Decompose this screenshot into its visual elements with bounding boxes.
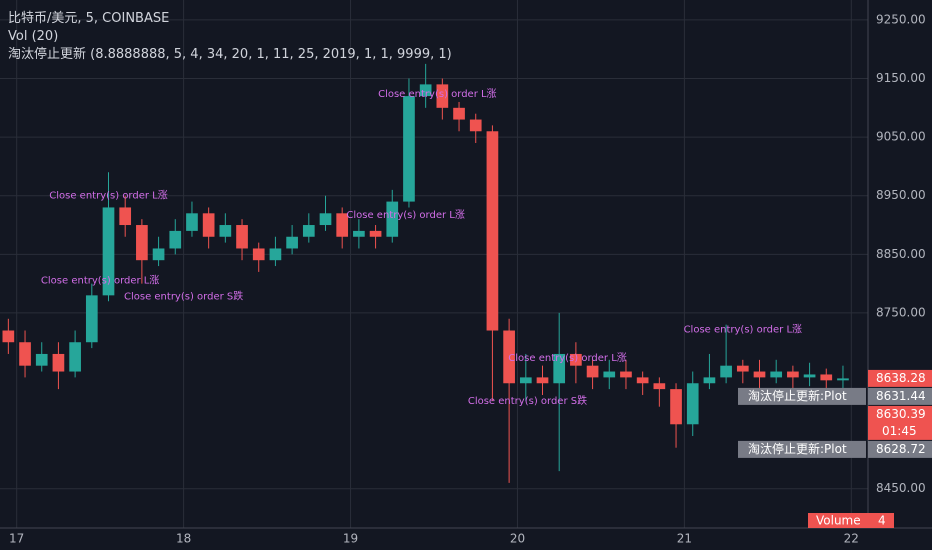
candle-body: [803, 374, 816, 378]
candle-body: [686, 383, 699, 425]
candle-body: [35, 353, 48, 366]
price-tag-label: 8628.72: [876, 442, 926, 456]
candle-body: [636, 377, 649, 384]
y-tick-label: 8950.00: [876, 188, 926, 202]
annotation: Close entry(s) order S跌: [124, 290, 243, 303]
candle-body: [703, 377, 716, 384]
candle-body: [202, 213, 215, 237]
x-tick-label: 19: [343, 532, 358, 546]
y-tick-label: 9150.00: [876, 71, 926, 85]
candle-body: [2, 330, 15, 343]
candle-body: [753, 371, 766, 378]
candle-body: [586, 365, 599, 378]
candle-body: [620, 371, 632, 378]
price-tag: [868, 369, 932, 387]
annotation: Close entry(s) order L涨: [684, 323, 802, 335]
candle-body: [186, 213, 198, 231]
candle-body: [252, 248, 265, 261]
candles: [2, 63, 849, 483]
candle-body: [52, 353, 65, 372]
candle-body: [419, 84, 432, 97]
x-tick-label: 21: [677, 532, 692, 546]
candle-body: [486, 131, 499, 331]
candle-body: [319, 213, 332, 226]
candle-body: [169, 230, 182, 249]
candle-body: [503, 330, 515, 384]
plot-name: 淘汰停止更新:Plot: [748, 441, 847, 456]
y-tick-label: 8850.00: [876, 247, 926, 261]
annotation: Close entry(s) order L涨: [508, 352, 626, 364]
chart-title: 比特币/美元, 5, COINBASE: [8, 11, 169, 26]
volume-tag: [808, 513, 894, 528]
candle-body: [603, 371, 616, 378]
price-tags: 8638.28 8631.44 淘汰停止更新:Plot 8630.39 01:45 862…: [738, 369, 932, 528]
plot-name-box: [738, 440, 866, 458]
candle-body: [102, 207, 115, 296]
candle-body: [152, 248, 165, 261]
annotations: Close entry(s) order L涨 Close entry(s) or…: [41, 88, 802, 407]
candle-body: [236, 225, 248, 249]
plot-name: 淘汰停止更新:Plot: [748, 388, 847, 403]
candle-body: [536, 377, 549, 384]
price-tag: [868, 440, 932, 458]
candle-body: [69, 342, 81, 372]
price-tag: [868, 405, 932, 440]
candle-body: [787, 371, 799, 378]
candle-body: [670, 389, 682, 425]
candle-body: [302, 225, 315, 237]
y-tick-label: 9050.00: [876, 130, 926, 144]
candle-body: [736, 365, 749, 372]
candle-body: [353, 230, 365, 237]
price-tag-label: 8638.28: [876, 371, 926, 385]
indicator-legend: Vol (20): [8, 29, 58, 44]
annotation: Close entry(s) order L涨: [378, 88, 496, 100]
candle-body: [369, 230, 382, 237]
candle-body: [269, 248, 282, 261]
candle-body: [820, 374, 833, 381]
candle-body: [720, 365, 732, 378]
candle-body: [436, 84, 449, 108]
volume-value: 4: [878, 514, 886, 528]
candle-body: [469, 119, 482, 132]
x-tick-label: 17: [9, 532, 24, 546]
candle-body: [19, 342, 31, 366]
price-tag-label: 8630.39: [876, 407, 926, 421]
annotation: Close entry(s) order L涨: [49, 190, 167, 202]
price-tag: [868, 387, 932, 405]
y-tick-label: 9250.00: [876, 12, 926, 26]
volume-name: Volume: [816, 514, 861, 528]
candle-body: [770, 371, 783, 378]
y-tick-label: 8750.00: [876, 305, 926, 319]
candle-body: [570, 353, 582, 366]
y-tick-label: 8450.00: [876, 481, 926, 495]
x-tick-label: 20: [510, 532, 525, 546]
candle-body: [403, 96, 415, 202]
annotation: Close entry(s) order L涨: [346, 209, 464, 221]
plot-name-box: [738, 387, 866, 405]
candle-body: [653, 383, 666, 390]
annotation: Close entry(s) order S跌: [468, 394, 587, 407]
axes: 8450.00 8750.00 8850.00 8950.00 9050.00 9150.…: [9, 12, 926, 545]
candle-body: [286, 236, 298, 249]
candle-body: [553, 353, 566, 384]
countdown: 01:45: [882, 424, 917, 438]
annotation: Close entry(s) order L涨: [41, 275, 159, 287]
candle-body: [219, 225, 232, 237]
candle-body: [119, 207, 132, 226]
candle-body: [837, 378, 849, 381]
x-tick-label: 22: [844, 532, 859, 546]
x-tick-label: 18: [176, 532, 191, 546]
indicator-legend: 淘汰停止更新 (8.8888888, 5, 4, 34, 20, 1, 11, …: [8, 46, 452, 62]
candle-body: [386, 201, 399, 237]
price-tag-label: 8631.44: [876, 389, 926, 403]
candle-body: [85, 295, 98, 343]
candle-body: [336, 213, 349, 237]
candle-body: [453, 107, 465, 120]
candle-body: [136, 225, 148, 261]
candle-body: [519, 377, 532, 384]
